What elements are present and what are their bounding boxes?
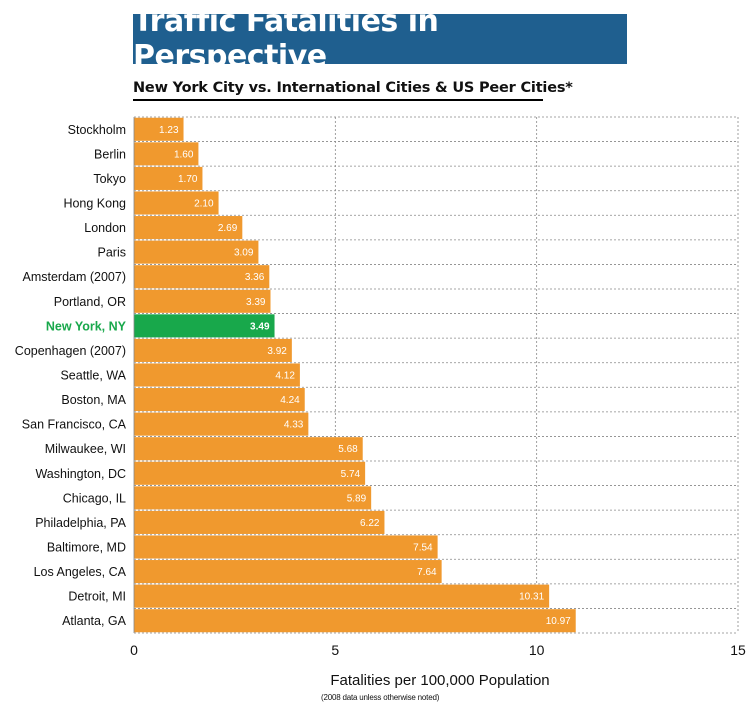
category-label: Baltimore, MD — [47, 541, 126, 555]
chart-title: Traffic Fatalities in Perspective — [133, 4, 627, 74]
bar-value-label: 7.54 — [413, 543, 433, 554]
x-tick-label: 15 — [730, 642, 746, 658]
bar-value-label: 3.39 — [246, 297, 266, 308]
category-label: Berlin — [94, 147, 126, 161]
bar-value-label: 5.68 — [338, 444, 358, 455]
bar-value-label: 4.24 — [280, 395, 300, 406]
category-label: Detroit, MI — [68, 590, 126, 604]
bar-value-label: 1.70 — [178, 174, 198, 185]
x-tick-label: 5 — [331, 642, 339, 658]
bar-value-label: 3.36 — [245, 272, 265, 283]
category-label: Chicago, IL — [63, 491, 126, 505]
category-label: Copenhagen (2007) — [15, 344, 126, 358]
x-axis-label: Fatalities per 100,000 Population — [330, 672, 550, 689]
bar — [134, 388, 305, 412]
bar — [134, 142, 199, 166]
chart-title-text: Traffic Fatalities in Perspective — [133, 4, 439, 74]
category-label: San Francisco, CA — [22, 418, 127, 432]
bar-value-label: 3.09 — [234, 248, 254, 259]
bar — [134, 240, 259, 264]
category-label: Milwaukee, WI — [45, 442, 126, 456]
bar — [134, 289, 271, 313]
bar-value-label: 2.10 — [194, 199, 214, 210]
bar — [134, 486, 372, 510]
bar — [134, 535, 438, 559]
bar — [134, 609, 576, 633]
bar-value-label: 5.89 — [347, 493, 367, 504]
bar — [134, 363, 300, 387]
bar-value-label: 10.97 — [546, 616, 571, 627]
bar-value-label: 7.64 — [417, 567, 437, 578]
bar-value-label: 10.31 — [519, 592, 544, 603]
x-tick-label: 0 — [130, 642, 138, 658]
bar-value-label: 2.69 — [218, 223, 238, 234]
bar — [134, 560, 442, 584]
bar — [134, 265, 270, 289]
category-label: Seattle, WA — [60, 369, 126, 383]
bar-value-label: 1.60 — [174, 149, 194, 160]
category-label: Amsterdam (2007) — [22, 270, 126, 284]
category-label: Hong Kong — [63, 197, 126, 211]
bar-value-label: 4.12 — [275, 371, 295, 382]
bar — [134, 166, 203, 190]
bar — [134, 117, 184, 141]
chart-subtitle: New York City vs. International Cities &… — [133, 80, 573, 101]
bar-value-label: 6.22 — [360, 518, 380, 529]
category-label: Boston, MA — [61, 393, 126, 407]
category-label: Stockholm — [68, 123, 126, 137]
bar-value-label: 1.23 — [159, 125, 179, 136]
category-label: Philadelphia, PA — [35, 516, 126, 530]
category-label: Portland, OR — [54, 295, 126, 309]
bar — [134, 191, 219, 215]
data-note: (2008 data unless otherwise noted) — [321, 693, 440, 702]
bar — [134, 314, 275, 338]
category-label: Tokyo — [93, 172, 126, 186]
category-label: Atlanta, GA — [62, 614, 127, 628]
category-label: Paris — [98, 246, 126, 260]
bar — [134, 461, 366, 485]
bar — [134, 510, 385, 534]
bar-value-label: 4.33 — [284, 420, 304, 431]
category-label: Washington, DC — [35, 467, 126, 481]
category-label: New York, NY — [46, 319, 127, 333]
bar — [134, 412, 309, 436]
category-label: London — [84, 221, 126, 235]
bar-value-label: 3.49 — [250, 321, 270, 332]
category-label: Los Angeles, CA — [34, 565, 127, 579]
bar — [134, 584, 550, 608]
bar — [134, 216, 243, 240]
bar-value-label: 5.74 — [341, 469, 361, 480]
bar — [134, 338, 292, 362]
bar-value-label: 3.92 — [267, 346, 287, 357]
x-tick-label: 10 — [529, 642, 545, 658]
bar — [134, 437, 363, 461]
